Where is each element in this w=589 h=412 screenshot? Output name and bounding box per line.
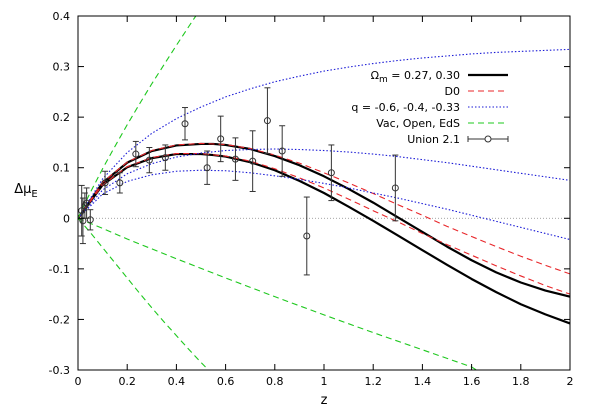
x-tick-label-10: 2 [567,375,574,388]
data-point-8 [145,156,153,164]
legend-label-2: q = -0.6, -0.4, -0.33 [351,101,460,114]
y-tick-label-6: 0.3 [53,61,71,74]
legend-label-subscript-0: m [379,75,388,85]
x-tick-label-3: 0.6 [217,375,235,388]
series-line-4 [78,48,570,219]
series-line-6 [78,169,570,241]
data-point-11 [203,164,211,172]
x-tick-label-9: 1.8 [512,375,530,388]
data-point-5 [101,179,109,187]
legend-label-main-0: Ω [371,69,379,82]
legend-label-1: D0 [445,85,460,98]
y-tick-label-7: 0.4 [53,10,71,23]
data-point-18 [327,169,335,177]
y-tick-label-0: -0.3 [49,364,70,377]
data-point-13 [231,155,239,163]
data-point-16 [278,147,286,155]
data-point-4 [86,216,94,224]
series-line-7 [78,16,197,219]
x-tick-label-5: 1 [321,375,328,388]
x-tick-label-6: 1.2 [364,375,382,388]
y-tick-label-3: 0 [63,212,70,225]
data-point-17 [303,232,311,240]
axis-labels: z ΔμE [14,182,327,408]
y-axis-label: ΔμE [14,182,38,200]
series-line-2 [78,142,570,275]
x-axis-label: z [321,393,328,408]
y-tick-label-1: -0.2 [49,313,70,326]
x-tick-label-7: 1.4 [414,375,432,388]
data-point-6 [116,179,124,187]
data-point-9 [161,154,169,162]
y-axis-label-main: Δμ [14,182,31,197]
data-point-19 [391,184,399,192]
series-line-5 [78,148,570,219]
y-tick-label-5: 0.2 [53,111,71,124]
x-tick-label-0: 0 [75,375,82,388]
y-axis-label-subscript: E [31,189,37,200]
data-points [78,87,399,276]
legend-label-4: Union 2.1 [407,133,460,146]
legend-label-0: Ωm = 0.27, 0.30 [371,69,460,85]
series-line-8 [78,217,477,370]
x-tick-label-4: 0.8 [266,375,284,388]
legend-swatch-marker-4 [484,135,492,143]
y-tick-label-2: -0.1 [49,263,70,276]
series-line-9 [78,217,209,370]
data-point-14 [249,157,257,165]
legend-label-rest-0: = 0.27, 0.30 [388,69,460,82]
series-lines [78,16,570,370]
x-tick-label-1: 0.2 [118,375,136,388]
axis-ticks: 0 0.2 0.4 0.6 0.8 1 1.2 1.4 1.6 1.8 2 -0.3 -0.2 -0.1 0… [49,10,574,388]
data-point-15 [263,117,271,125]
data-point-10 [181,120,189,128]
x-tick-label-8: 1.6 [463,375,481,388]
x-tick-label-2: 0.4 [168,375,186,388]
data-point-7 [132,150,140,158]
y-tick-label-4: 0.1 [53,162,71,175]
legend-label-3: Vac, Open, EdS [376,117,460,130]
data-point-3 [83,199,91,207]
data-point-12 [217,135,225,143]
